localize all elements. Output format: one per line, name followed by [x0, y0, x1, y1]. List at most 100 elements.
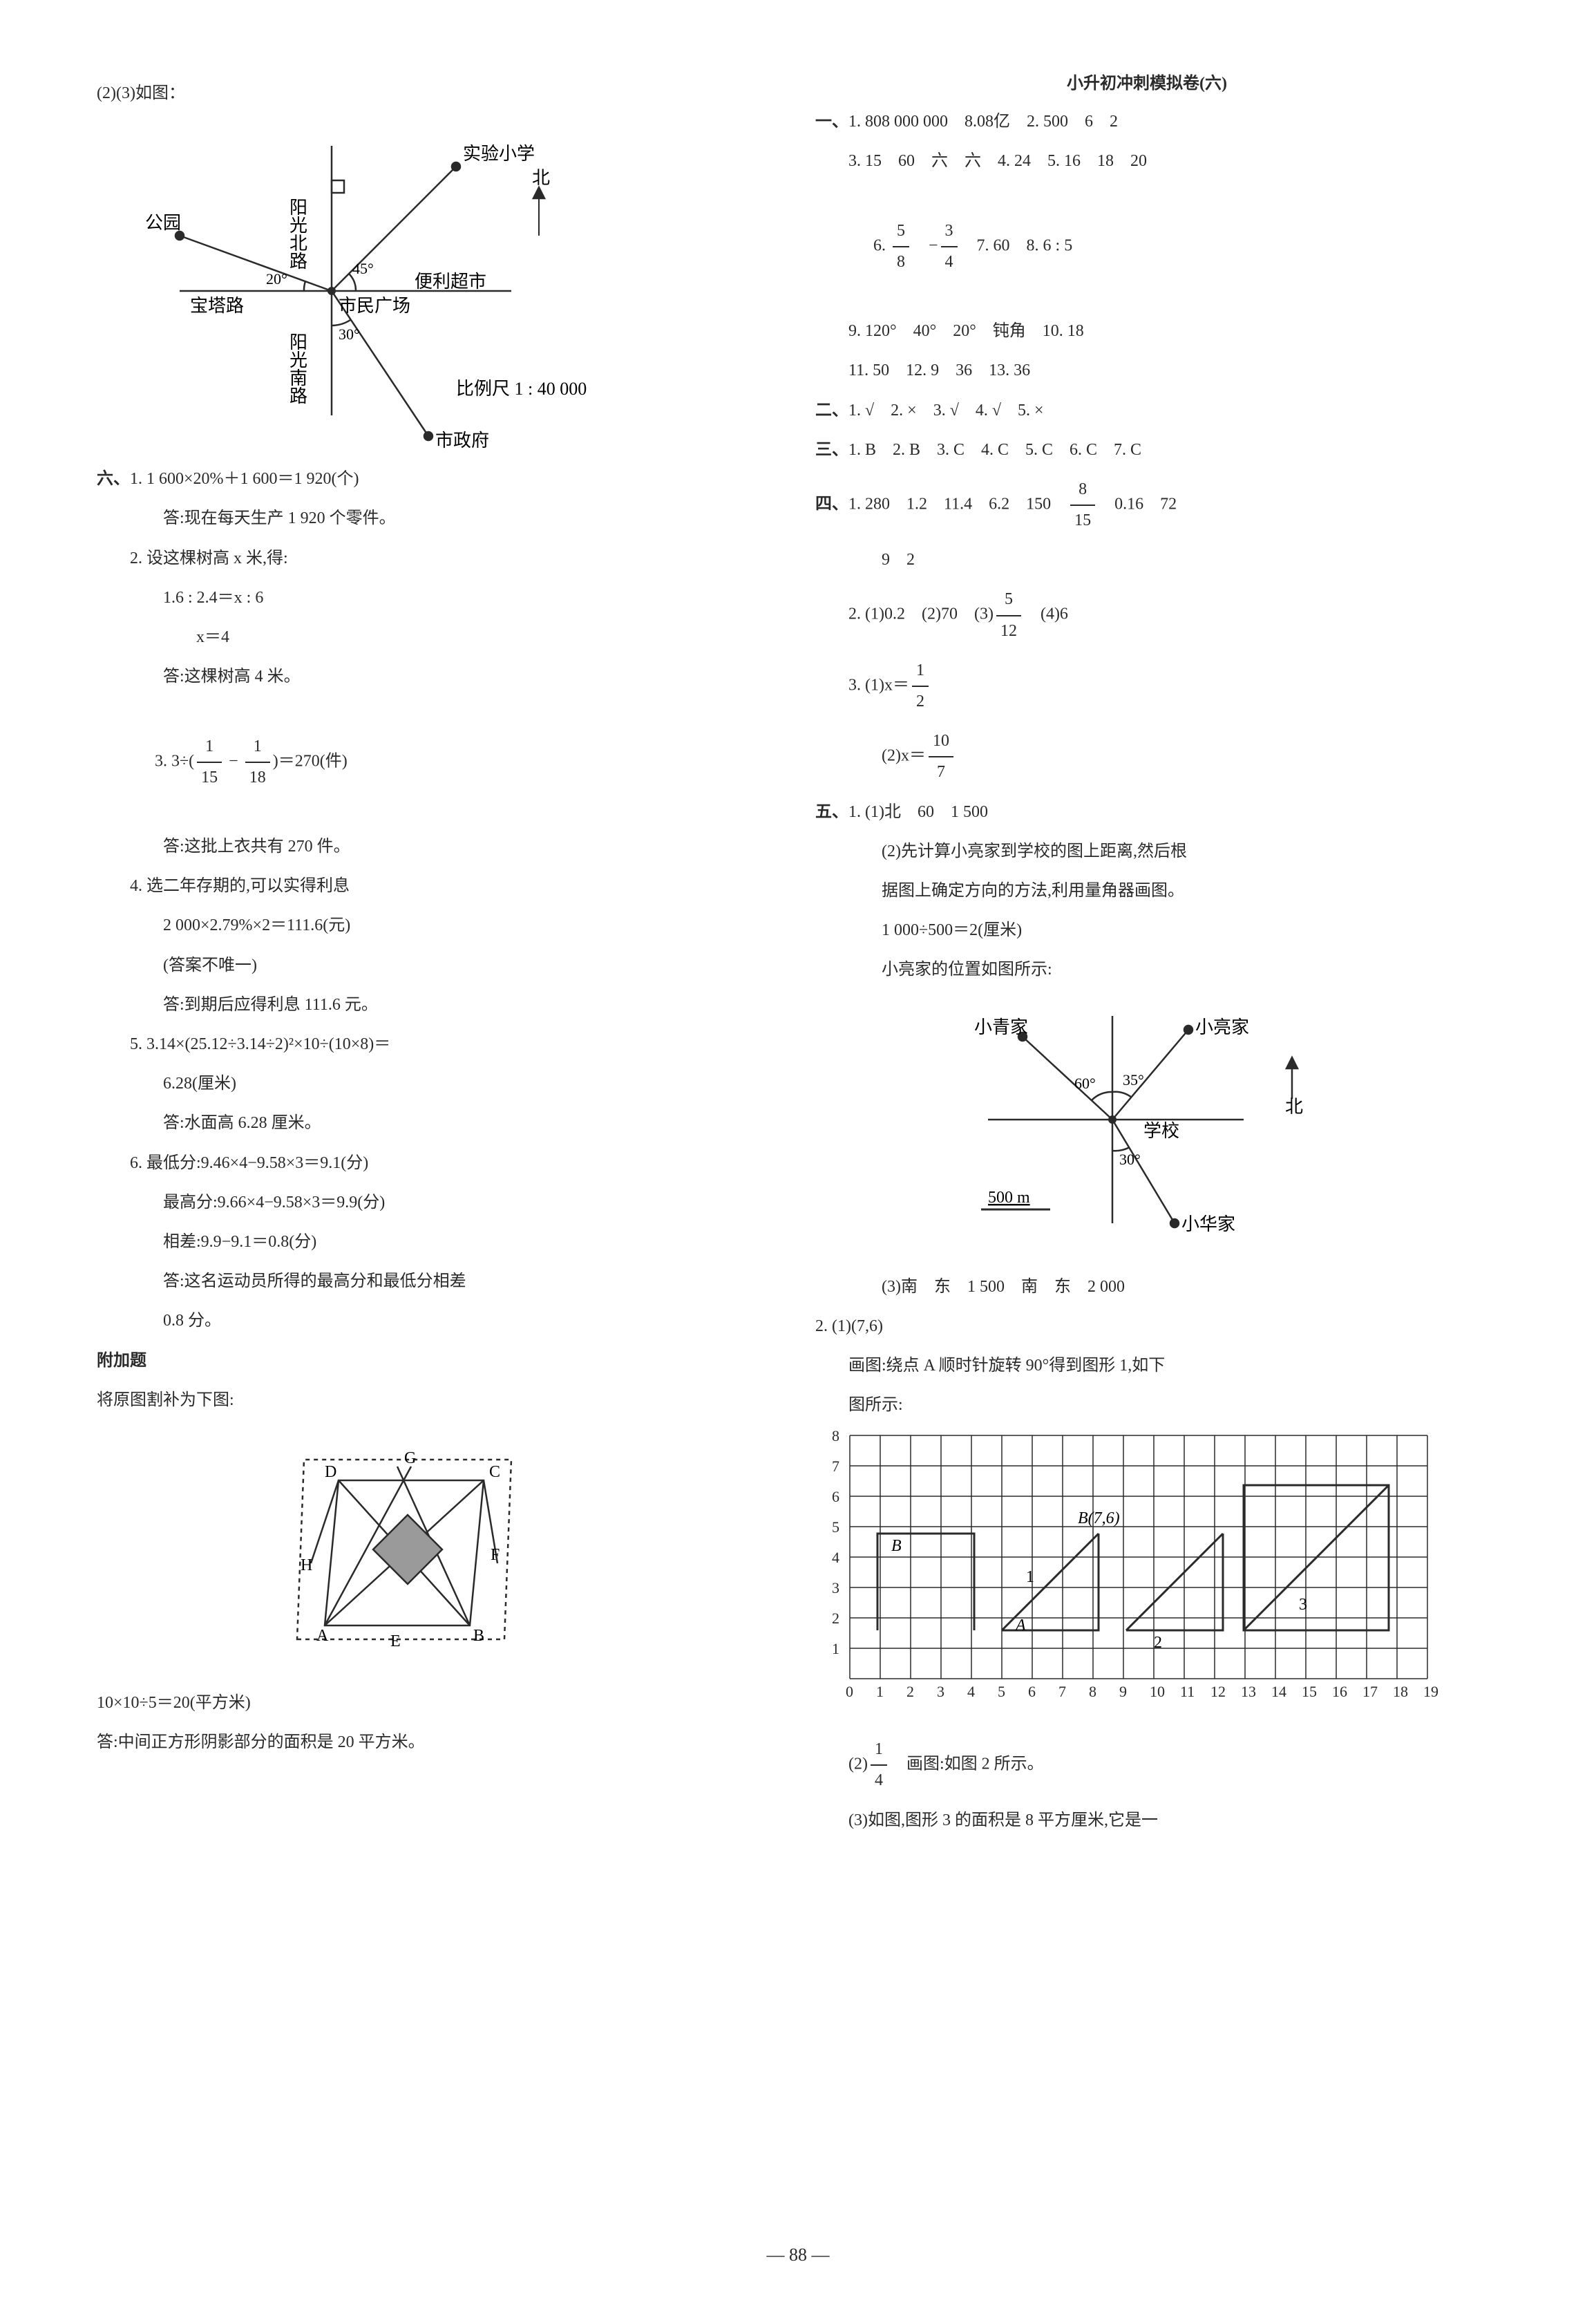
text: 4. 选二年存期的,可以实得利息: [97, 871, 760, 901]
direction-diagram: 小青家 小亮家 60° 35° 北 学校 30° 500 m 小华家: [898, 995, 1382, 1258]
text: 四、1. 280 1.2 11.4 6.2 150 815 0.16 72: [815, 475, 1479, 536]
svg-text:19: 19: [1423, 1683, 1438, 1700]
text: 3. (1)x＝12: [815, 656, 1479, 717]
svg-text:5: 5: [832, 1518, 839, 1536]
svg-text:11: 11: [1180, 1683, 1195, 1700]
svg-text:公园: 公园: [145, 213, 181, 233]
svg-text:60°: 60°: [1074, 1075, 1096, 1092]
svg-text:3: 3: [832, 1579, 839, 1596]
svg-text:市政府: 市政府: [435, 431, 489, 450]
text: 答:这棵树高 4 米。: [97, 662, 760, 692]
svg-text:8: 8: [1089, 1683, 1096, 1700]
svg-text:D: D: [325, 1463, 336, 1481]
text: 2. (1)0.2 (2)70 (3)512 (4)6: [815, 585, 1479, 645]
text: (答案不唯一): [97, 951, 760, 981]
text: 3. 3÷(115 − 118)＝270(件): [97, 701, 760, 822]
svg-text:18: 18: [1393, 1683, 1408, 1700]
svg-text:500 m: 500 m: [988, 1189, 1030, 1207]
svg-text:8: 8: [832, 1430, 839, 1444]
title: 小升初冲刺模拟卷(六): [815, 69, 1479, 93]
text: 1 000÷500＝2(厘米): [815, 916, 1479, 945]
svg-text:B: B: [891, 1537, 902, 1555]
svg-text:B: B: [473, 1627, 484, 1645]
svg-text:35°: 35°: [1123, 1071, 1144, 1088]
svg-text:北: 北: [532, 168, 550, 188]
svg-text:便利超市: 便利超市: [415, 272, 486, 292]
svg-text:9: 9: [1119, 1683, 1127, 1700]
svg-text:7: 7: [832, 1458, 839, 1475]
text: 据图上确定方向的方法,利用量角器画图。: [815, 876, 1479, 906]
text: 9 2: [815, 545, 1479, 575]
svg-text:15: 15: [1302, 1683, 1317, 1700]
text: 将原图割补为下图:: [97, 1386, 760, 1415]
text: 6.28(厘米): [97, 1069, 760, 1099]
svg-text:4: 4: [832, 1549, 839, 1566]
text: 6. 58 −34 7. 60 8. 6 : 5: [815, 186, 1479, 307]
text: (2)14 画图:如图 2 所示。: [815, 1735, 1479, 1795]
text: 11. 50 12. 9 36 13. 36: [815, 356, 1479, 386]
svg-text:A: A: [1014, 1616, 1026, 1634]
svg-text:A: A: [316, 1627, 329, 1645]
svg-text:1: 1: [832, 1640, 839, 1657]
svg-text:1: 1: [876, 1683, 884, 1700]
text: (2)x＝107: [815, 726, 1479, 787]
svg-text:2: 2: [906, 1683, 914, 1700]
text: 0.8 分。: [97, 1306, 760, 1336]
text: 2 000×2.79%×2＝111.6(元): [97, 911, 760, 941]
text: 画图:绕点 A 顺时针旋转 90°得到图形 1,如下: [815, 1351, 1479, 1381]
extra-header: 附加题: [97, 1346, 760, 1376]
svg-text:30°: 30°: [1119, 1151, 1141, 1168]
text: x＝4: [97, 623, 760, 652]
svg-text:20°: 20°: [266, 270, 287, 288]
svg-text:G: G: [404, 1449, 416, 1467]
text: 一、1. 808 000 000 8.08亿 2. 500 6 2: [815, 107, 1479, 137]
text: (3)南 东 1 500 南 东 2 000: [815, 1272, 1479, 1302]
svg-text:0: 0: [846, 1683, 853, 1700]
text: 答:水面高 6.28 厘米。: [97, 1109, 760, 1138]
square-diagram: A B C D E F G H: [235, 1425, 580, 1674]
svg-text:北: 北: [1285, 1097, 1303, 1117]
svg-text:小华家: 小华家: [1181, 1214, 1235, 1234]
text: 三、1. B 2. B 3. C 4. C 5. C 6. C 7. C: [815, 435, 1479, 465]
text: 最高分:9.66×4−9.58×3＝9.9(分): [97, 1188, 760, 1218]
text: 1.6 : 2.4＝x : 6: [97, 583, 760, 613]
left-column: (2)(3)如图： 实验小学 阳光北路 公园: [97, 69, 760, 1845]
text: 5. 3.14×(25.12÷3.14÷2)²×10÷(10×8)＝: [97, 1030, 760, 1059]
svg-text:学校: 学校: [1143, 1121, 1179, 1141]
svg-text:阳光北路: 阳光北路: [287, 198, 307, 270]
text: 五、1. (1)北 60 1 500: [815, 798, 1479, 827]
svg-text:比例尺 1 : 40 000: 比例尺 1 : 40 000: [456, 379, 587, 399]
svg-text:5: 5: [998, 1683, 1005, 1700]
svg-text:3: 3: [1299, 1596, 1307, 1614]
text: (3)如图,图形 3 的面积是 8 平方厘米,它是一: [815, 1806, 1479, 1836]
svg-text:C: C: [489, 1463, 500, 1481]
svg-text:E: E: [390, 1632, 401, 1650]
text: 图所示:: [815, 1391, 1479, 1420]
svg-text:2: 2: [832, 1610, 839, 1627]
svg-text:14: 14: [1271, 1683, 1286, 1700]
svg-text:3: 3: [937, 1683, 944, 1700]
svg-text:13: 13: [1241, 1683, 1256, 1700]
svg-text:2: 2: [1154, 1634, 1162, 1652]
text: 答:中间正方形阴影部分的面积是 20 平方米。: [97, 1728, 760, 1757]
svg-text:实验小学: 实验小学: [463, 144, 535, 164]
text: 6. 最低分:9.46×4−9.58×3＝9.1(分): [97, 1149, 760, 1178]
svg-text:16: 16: [1332, 1683, 1347, 1700]
text: 2. (1)(7,6): [815, 1312, 1479, 1341]
text: 9. 120° 40° 20° 钝角 10. 18: [815, 317, 1479, 346]
svg-text:10: 10: [1150, 1683, 1165, 1700]
svg-text:17: 17: [1362, 1683, 1378, 1700]
svg-text:F: F: [491, 1546, 500, 1564]
svg-text:4: 4: [967, 1683, 975, 1700]
svg-text:B(7,6): B(7,6): [1078, 1509, 1120, 1527]
map-diagram: 实验小学 阳光北路 公园 北 45° 便利超市 20° 宝塔路 市民广场 阳光南…: [97, 118, 622, 450]
svg-text:小青家: 小青家: [974, 1017, 1028, 1037]
text: 10×10÷5＝20(平方米): [97, 1688, 760, 1718]
svg-text:市民广场: 市民广场: [339, 296, 410, 316]
svg-text:6: 6: [1028, 1683, 1036, 1700]
right-column: 小升初冲刺模拟卷(六) 一、1. 808 000 000 8.08亿 2. 50…: [815, 69, 1479, 1845]
text: 二、1. √ 2. × 3. √ 4. √ 5. ×: [815, 396, 1479, 426]
page-number: — 88 —: [767, 2245, 830, 2265]
text: 2. 设这棵树高 x 米,得:: [97, 544, 760, 574]
svg-text:45°: 45°: [352, 260, 374, 277]
